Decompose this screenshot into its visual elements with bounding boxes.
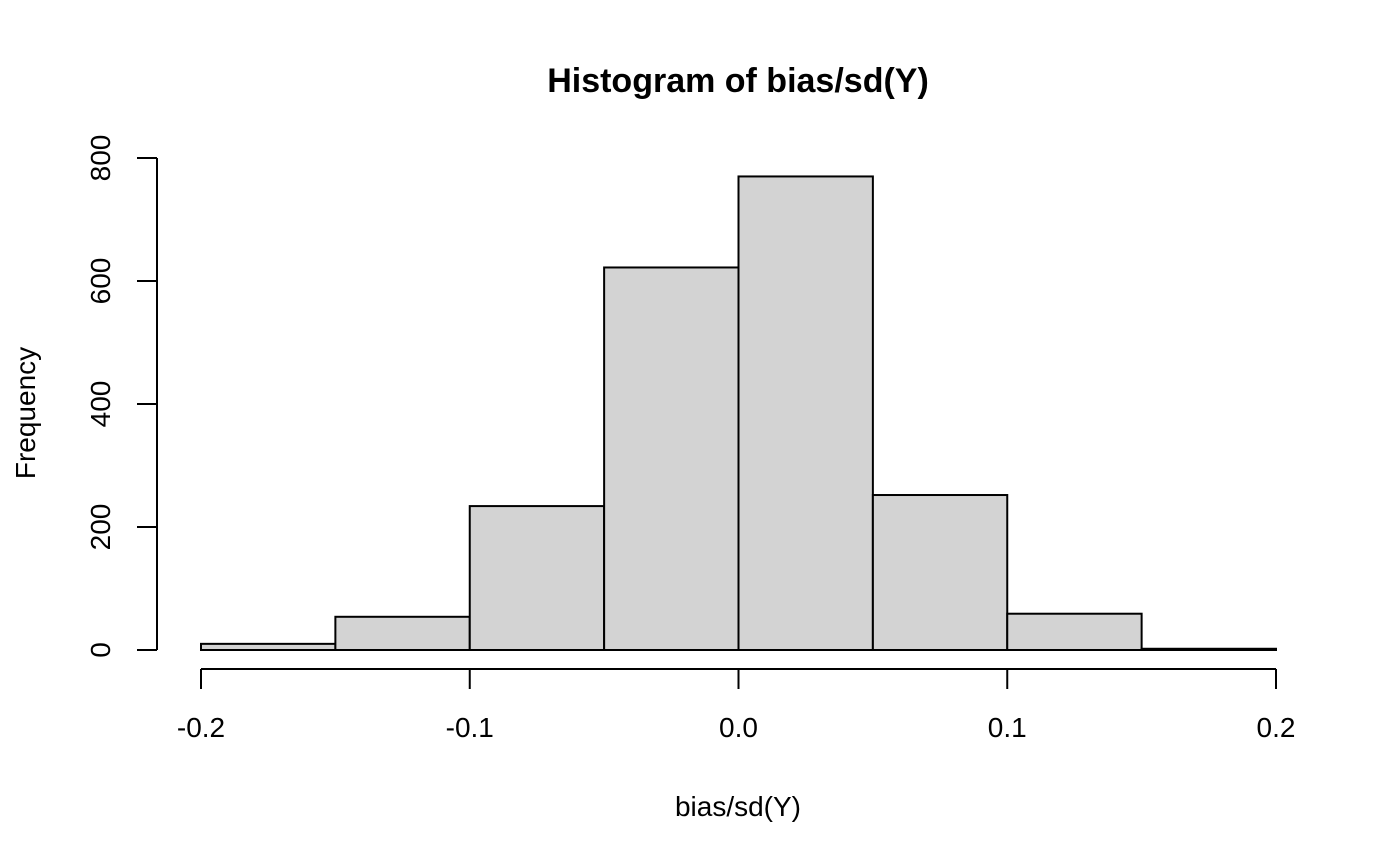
x-tick-label: -0.1 bbox=[446, 712, 494, 743]
histogram-bar bbox=[1006, 612, 1143, 652]
y-axis-label: Frequency bbox=[10, 347, 41, 479]
histogram-bar bbox=[1140, 647, 1277, 652]
y-tick-label: 600 bbox=[85, 258, 116, 305]
x-tick-label: -0.2 bbox=[177, 712, 225, 743]
x-tick-label: 0.2 bbox=[1257, 712, 1296, 743]
x-tick-label: 0.1 bbox=[988, 712, 1027, 743]
y-tick-label: 400 bbox=[85, 381, 116, 428]
y-tick-label: 800 bbox=[85, 135, 116, 182]
x-tick-label: 0.0 bbox=[719, 712, 758, 743]
y-tick-label: 0 bbox=[85, 642, 116, 658]
x-axis-label: bias/sd(Y) bbox=[675, 791, 801, 822]
histogram-bar bbox=[871, 494, 1009, 651]
y-axis: 0 200 400 600 800 bbox=[85, 135, 158, 658]
histogram-bar bbox=[334, 615, 471, 651]
y-tick-label: 200 bbox=[85, 504, 116, 551]
histogram-bar bbox=[200, 642, 337, 651]
x-axis: -0.2 -0.1 0.0 0.1 0.2 bbox=[177, 668, 1296, 743]
chart-title: Histogram of bias/sd(Y) bbox=[547, 62, 929, 100]
bars-group bbox=[200, 175, 1277, 652]
histogram-bar bbox=[603, 266, 740, 651]
histogram-bar bbox=[737, 175, 874, 651]
histogram-bar bbox=[468, 505, 606, 651]
